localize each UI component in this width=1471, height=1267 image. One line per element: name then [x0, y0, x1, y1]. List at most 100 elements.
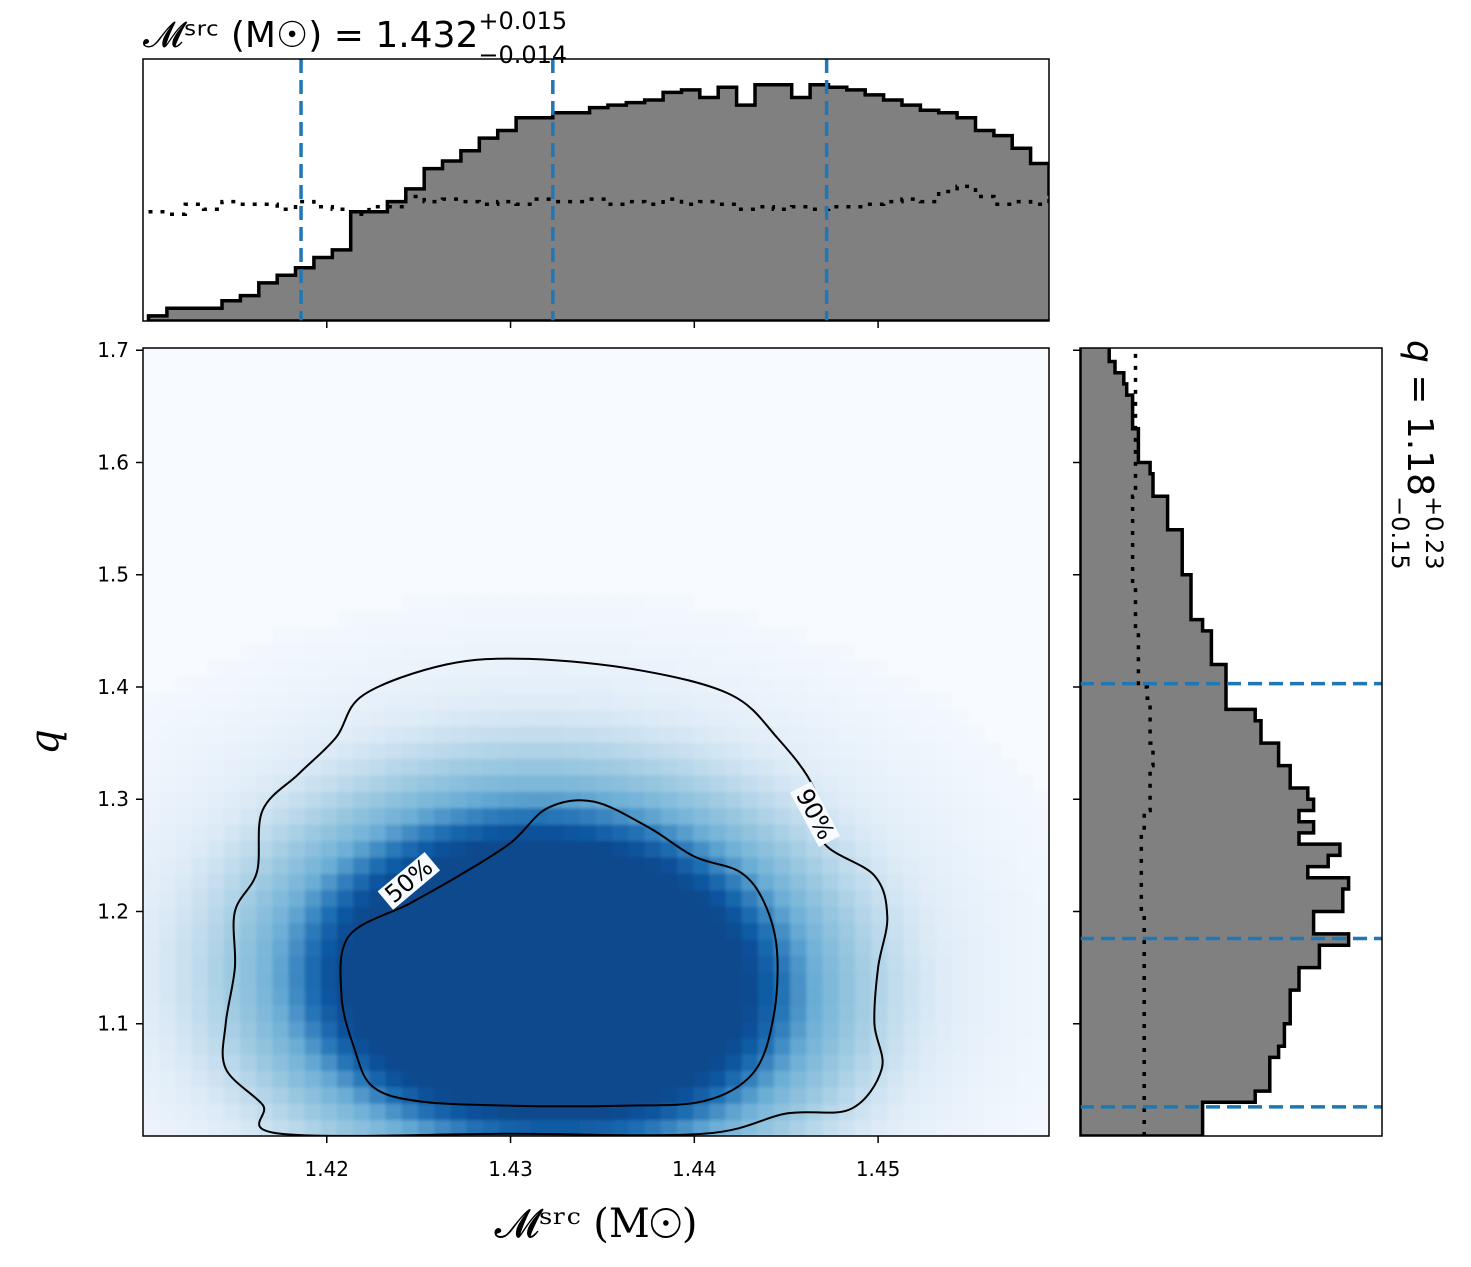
density-cell — [515, 1119, 532, 1136]
density-cell — [321, 742, 338, 759]
mass-ratio-panel-ticks — [1073, 349, 1080, 1025]
density-cell — [369, 1070, 387, 1088]
density-cell — [854, 758, 872, 776]
density-cell — [709, 1070, 727, 1088]
density-cell — [531, 1070, 549, 1088]
density-cell — [579, 1119, 597, 1136]
density-cell — [369, 610, 387, 628]
density-cell — [256, 725, 274, 743]
density-cell — [159, 1004, 176, 1022]
density-cell — [385, 791, 403, 809]
density-cell — [822, 1119, 840, 1136]
density-cell — [207, 1086, 225, 1104]
density-cell — [175, 922, 193, 940]
density-cell — [563, 627, 581, 645]
density-cell — [547, 1021, 565, 1039]
density-cell — [660, 988, 678, 1006]
density-cell — [143, 971, 160, 989]
density-cell — [579, 906, 597, 924]
density-cell — [434, 840, 451, 858]
density-cell — [676, 709, 694, 727]
density-cell — [288, 939, 306, 956]
density-cell — [498, 643, 516, 661]
density-cell — [709, 955, 727, 973]
density-cell — [191, 742, 209, 759]
density-cell — [256, 659, 274, 677]
density-cell — [207, 676, 225, 694]
density-cell — [272, 1119, 290, 1136]
density-cell — [288, 1037, 306, 1055]
density-cell — [887, 692, 904, 710]
density-cell — [871, 659, 888, 677]
density-cell — [515, 709, 532, 727]
density-cell — [531, 659, 549, 677]
density-cell — [919, 824, 937, 842]
density-cell — [515, 594, 532, 612]
density-cell — [304, 840, 322, 858]
density-cell — [337, 840, 354, 858]
density-cell — [353, 889, 371, 907]
density-cell — [466, 643, 484, 661]
density-cell — [547, 791, 565, 809]
density-cell — [337, 1119, 354, 1136]
density-cell — [919, 906, 937, 924]
density-cell — [579, 627, 597, 645]
density-cell — [628, 1004, 646, 1022]
density-cell — [579, 774, 597, 792]
density-cell — [369, 873, 387, 891]
density-cell — [175, 791, 193, 809]
density-cell — [612, 627, 629, 645]
density-cell — [353, 873, 371, 891]
density-cell — [1016, 840, 1034, 858]
density-cell — [563, 709, 581, 727]
density-cell — [806, 643, 824, 661]
density-cell — [903, 1021, 921, 1039]
density-cell — [887, 1086, 904, 1104]
density-cell — [676, 758, 694, 776]
density-cell — [434, 594, 451, 612]
density-cell — [660, 758, 678, 776]
density-cell — [790, 643, 807, 661]
density-cell — [919, 955, 937, 973]
density-cell — [143, 1053, 160, 1071]
density-cell — [240, 922, 257, 940]
density-cell — [450, 1053, 468, 1071]
density-cell — [434, 906, 451, 924]
density-cell — [207, 873, 225, 891]
density-cell — [628, 824, 646, 842]
density-cell — [207, 692, 225, 710]
density-cell — [547, 1053, 565, 1071]
density-cell — [401, 725, 419, 743]
density-cell — [579, 676, 597, 694]
density-cell — [531, 1021, 549, 1039]
density-cell — [951, 725, 969, 743]
density-cell — [175, 758, 193, 776]
chirp-mass-marginal-panel: 𝓜ˢʳᶜ (M☉) = 1.432+0.015 −0.014 — [142, 7, 1050, 328]
density-cell — [337, 1070, 354, 1088]
density-cell — [498, 922, 516, 940]
density-cell — [1000, 1053, 1018, 1071]
density-cell — [984, 1037, 1002, 1055]
density-cell — [482, 939, 500, 956]
density-cell — [337, 758, 354, 776]
density-cell — [207, 807, 225, 825]
density-cell — [1032, 1070, 1049, 1088]
density-cell — [482, 725, 500, 743]
density-cell — [385, 742, 403, 759]
density-cell — [596, 939, 613, 956]
density-cell — [143, 758, 160, 776]
density-cell — [159, 889, 176, 907]
density-cell — [434, 627, 451, 645]
density-cell — [191, 988, 209, 1006]
density-cell — [482, 840, 500, 858]
density-cell — [304, 939, 322, 956]
density-cell — [304, 659, 322, 677]
density-cell — [175, 955, 193, 973]
density-cell — [450, 889, 468, 907]
density-cell — [450, 676, 468, 694]
density-cell — [951, 1070, 969, 1088]
density-cell — [418, 725, 435, 743]
density-cell — [531, 594, 549, 612]
density-cell — [547, 725, 565, 743]
density-cell — [240, 725, 257, 743]
